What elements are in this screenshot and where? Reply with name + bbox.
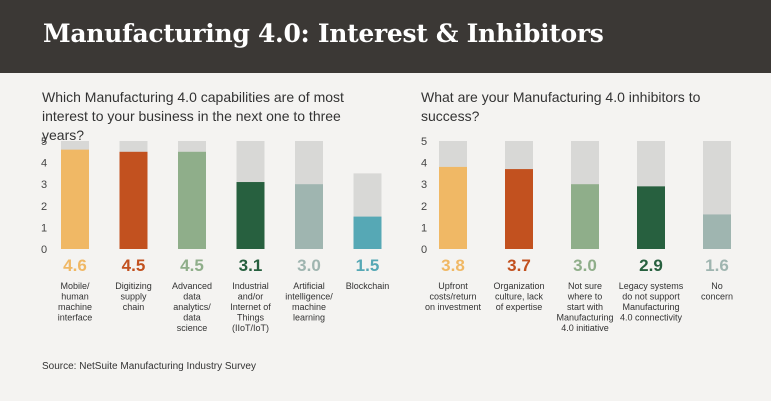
chart-1-bar <box>61 149 89 249</box>
chart-1-category-label: Industrial and/or Internet of Things (IIoT/I… <box>230 281 271 333</box>
chart-2-value-label: 3.8 <box>441 256 465 275</box>
chart-1-value-label: 3.0 <box>297 256 321 275</box>
chart-1-value-label: 4.5 <box>180 256 204 275</box>
chart-2-value-label: 3.7 <box>507 256 531 275</box>
chart-2-y-tick-label: 2 <box>421 201 427 213</box>
chart-2-question: What are your Manufacturing 4.0 inhibito… <box>421 89 701 124</box>
chart-1-bar <box>119 151 148 249</box>
chart-2-value-label: 1.6 <box>705 256 729 275</box>
chart-1-bar <box>236 182 265 249</box>
chart-1-value-label: 4.6 <box>63 256 87 275</box>
chart-2-category-label: Upfront costs/return on investment <box>425 281 482 312</box>
chart-2-value-label: 3.0 <box>573 256 597 275</box>
chart-2-category-label: Not sure where to start with Manufacturing 4… <box>556 281 613 333</box>
chart-2-y-tick-label: 5 <box>421 136 427 148</box>
chart-2-y-tick-label: 0 <box>421 244 427 256</box>
header-bar: Manufacturing 4.0: Interest & Inhibitors <box>0 0 771 73</box>
chart-1-category-label: Artificial intelligence/machine learning <box>285 281 333 323</box>
page-title: Manufacturing 4.0: Interest & Inhibitors <box>43 19 604 48</box>
chart-1-value-label: 3.1 <box>239 256 263 275</box>
chart-1-y-tick-label: 0 <box>41 244 47 256</box>
chart-1-category-label: Blockchain <box>346 281 390 291</box>
chart-1-value-label: 1.5 <box>356 256 380 275</box>
source-note: Source: NetSuite Manufacturing Industry … <box>42 361 256 372</box>
chart-2-bar <box>637 186 665 249</box>
chart-2-bar <box>571 184 599 249</box>
chart-1-y-tick-label: 3 <box>41 179 47 191</box>
chart-1-bar <box>178 151 206 249</box>
chart-2-value-label: 2.9 <box>639 256 663 275</box>
chart-2-category-label: Legacy systems do not support Manufacturin… <box>619 281 684 323</box>
chart-2-bar <box>703 214 731 249</box>
chart-1-question: Which Manufacturing 4.0 capabilities are… <box>42 89 344 143</box>
chart-2-category-label: No concern <box>701 281 733 302</box>
chart-1-value-label: 4.5 <box>122 256 146 275</box>
chart-2-y-tick-label: 3 <box>421 179 427 191</box>
chart-1-category-label: Digitizing supply chain <box>115 281 152 312</box>
chart-1-y-tick-label: 4 <box>41 158 47 170</box>
chart-2-category-label: Organization culture, lack of expertise <box>493 281 544 312</box>
chart-1-y-tick-label: 2 <box>41 201 47 213</box>
chart-1-bar <box>353 216 382 249</box>
chart-2-bar <box>505 169 533 249</box>
chart-1-category-label: Mobile/human machine interface <box>58 281 93 323</box>
chart-1-y-tick-label: 1 <box>41 222 47 234</box>
chart-1-bar <box>295 184 323 249</box>
chart-2-bar <box>439 166 467 249</box>
chart-1-y-tick-label: 5 <box>41 136 47 148</box>
chart-2-y-tick-label: 4 <box>421 158 427 170</box>
chart-1-category-label: Advanced data analytics/data science <box>172 281 212 333</box>
chart-2-y-tick-label: 1 <box>421 222 427 234</box>
